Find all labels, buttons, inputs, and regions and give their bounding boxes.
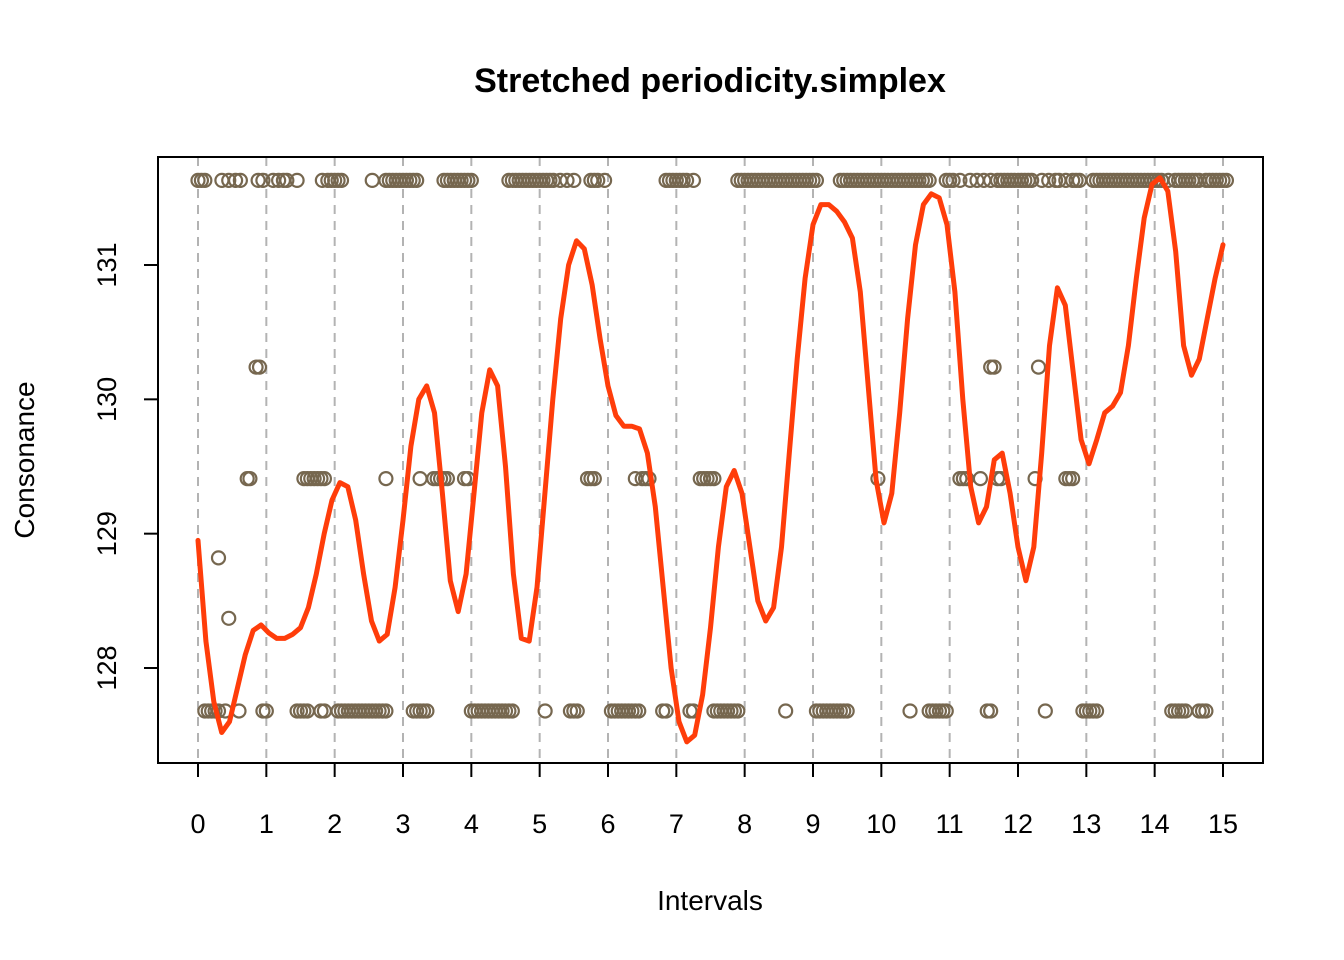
data-point [255, 172, 271, 188]
data-point [839, 703, 855, 719]
x-tick-label-2: 2 [327, 809, 342, 839]
x-tick-label-6: 6 [600, 809, 615, 839]
data-point [1037, 703, 1053, 719]
data-point [1218, 172, 1235, 188]
data-point [279, 172, 295, 188]
data-point [1041, 172, 1057, 188]
plot-frame [157, 156, 1264, 764]
x-tick-label-13: 13 [1071, 809, 1101, 839]
y-axis-label: Consonance [9, 381, 40, 538]
data-point [631, 703, 647, 719]
data-point [227, 172, 244, 188]
data-point [197, 172, 213, 188]
x-tick-label-4: 4 [464, 809, 479, 839]
x-tick-label-3: 3 [395, 809, 410, 839]
x-axis-label: Intervals [657, 885, 763, 916]
data-point [289, 172, 305, 188]
x-tick-label-14: 14 [1140, 809, 1170, 839]
x-tick-label-7: 7 [669, 809, 684, 839]
data-point [945, 172, 961, 188]
data-point [250, 172, 266, 188]
data-point [808, 172, 825, 188]
x-tick-label-5: 5 [532, 809, 547, 839]
data-point [569, 703, 585, 719]
data-point [590, 172, 606, 188]
data-point [658, 703, 674, 719]
data-point [559, 172, 575, 188]
x-tick-label-11: 11 [936, 809, 964, 839]
x-tick-label-1: 1 [259, 809, 274, 839]
data-point [685, 172, 702, 188]
data-point [364, 172, 380, 188]
data-point [258, 703, 274, 719]
data-point [378, 703, 394, 719]
x-tick-label-9: 9 [805, 809, 820, 839]
x-tick-label-8: 8 [737, 809, 752, 839]
data-point [221, 610, 237, 626]
data-point [537, 703, 553, 719]
grid-lines [197, 157, 1224, 763]
smoothed-curve [195, 175, 1226, 745]
y-tick-label-1: 129 [92, 511, 122, 556]
data-point [419, 703, 435, 719]
data-point [378, 470, 394, 487]
y-tick-label-2: 130 [92, 377, 122, 422]
data-point [1198, 703, 1214, 719]
data-point [938, 703, 954, 719]
data-point [778, 703, 794, 719]
data-point [409, 172, 425, 188]
data-point [210, 550, 227, 566]
data-point [566, 172, 582, 188]
x-tick-label-12: 12 [1003, 809, 1033, 839]
y-tick-label-3: 131 [92, 242, 122, 287]
data-point [902, 703, 918, 719]
data-point [251, 359, 268, 375]
x-axis: 0 1 2 3 4 5 6 7 8 9 10 11 12 13 14 15 [190, 762, 1238, 839]
data-point [952, 172, 968, 188]
data-point [333, 172, 350, 188]
data-point [972, 470, 989, 487]
y-tick-label-0: 128 [92, 645, 122, 690]
data-point [678, 172, 695, 188]
x-tick-label-10: 10 [866, 809, 896, 839]
data-point [921, 172, 937, 188]
data-point [316, 470, 333, 487]
data-point [730, 703, 746, 719]
curve-layer [195, 175, 1226, 745]
data-point [1024, 172, 1040, 188]
data-point [271, 172, 287, 188]
data-point [463, 172, 479, 188]
data-point [706, 470, 722, 487]
data-point [986, 359, 1002, 375]
data-point [242, 470, 258, 487]
data-point [1088, 703, 1105, 719]
data-point [412, 470, 428, 487]
x-tick-label-15: 15 [1208, 809, 1238, 839]
data-point [1065, 470, 1081, 487]
data-point [983, 703, 999, 719]
data-point [232, 172, 248, 188]
chart-title: Stretched periodicity.simplex [474, 62, 946, 100]
data-point [504, 703, 520, 719]
data-points [190, 172, 1235, 719]
y-axis: 128 129 130 131 [92, 242, 159, 691]
x-tick-label-0: 0 [190, 809, 205, 839]
data-point [586, 470, 602, 487]
data-point [596, 172, 613, 188]
data-point [221, 172, 237, 188]
data-point [1030, 359, 1047, 375]
